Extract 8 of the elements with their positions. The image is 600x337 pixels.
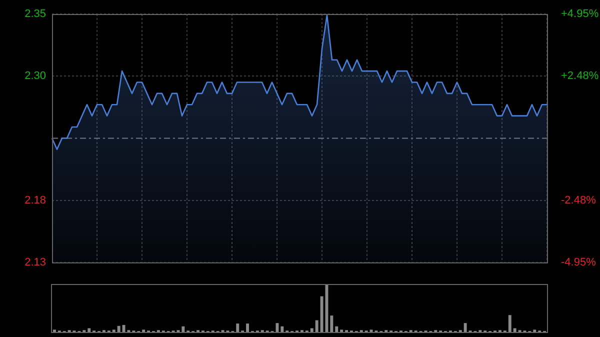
y-tick-label: 2.18 bbox=[24, 194, 46, 206]
y2-tick-label: -4.95% bbox=[561, 256, 596, 268]
y-tick-label: 2.13 bbox=[24, 256, 46, 268]
y2-tick-label: +2.48% bbox=[561, 70, 599, 82]
y-tick-label: 2.30 bbox=[24, 70, 46, 82]
y-tick-label: 2.35 bbox=[24, 8, 46, 20]
y2-tick-label: -2.48% bbox=[561, 194, 596, 206]
y2-tick-label: +4.95% bbox=[561, 8, 599, 20]
